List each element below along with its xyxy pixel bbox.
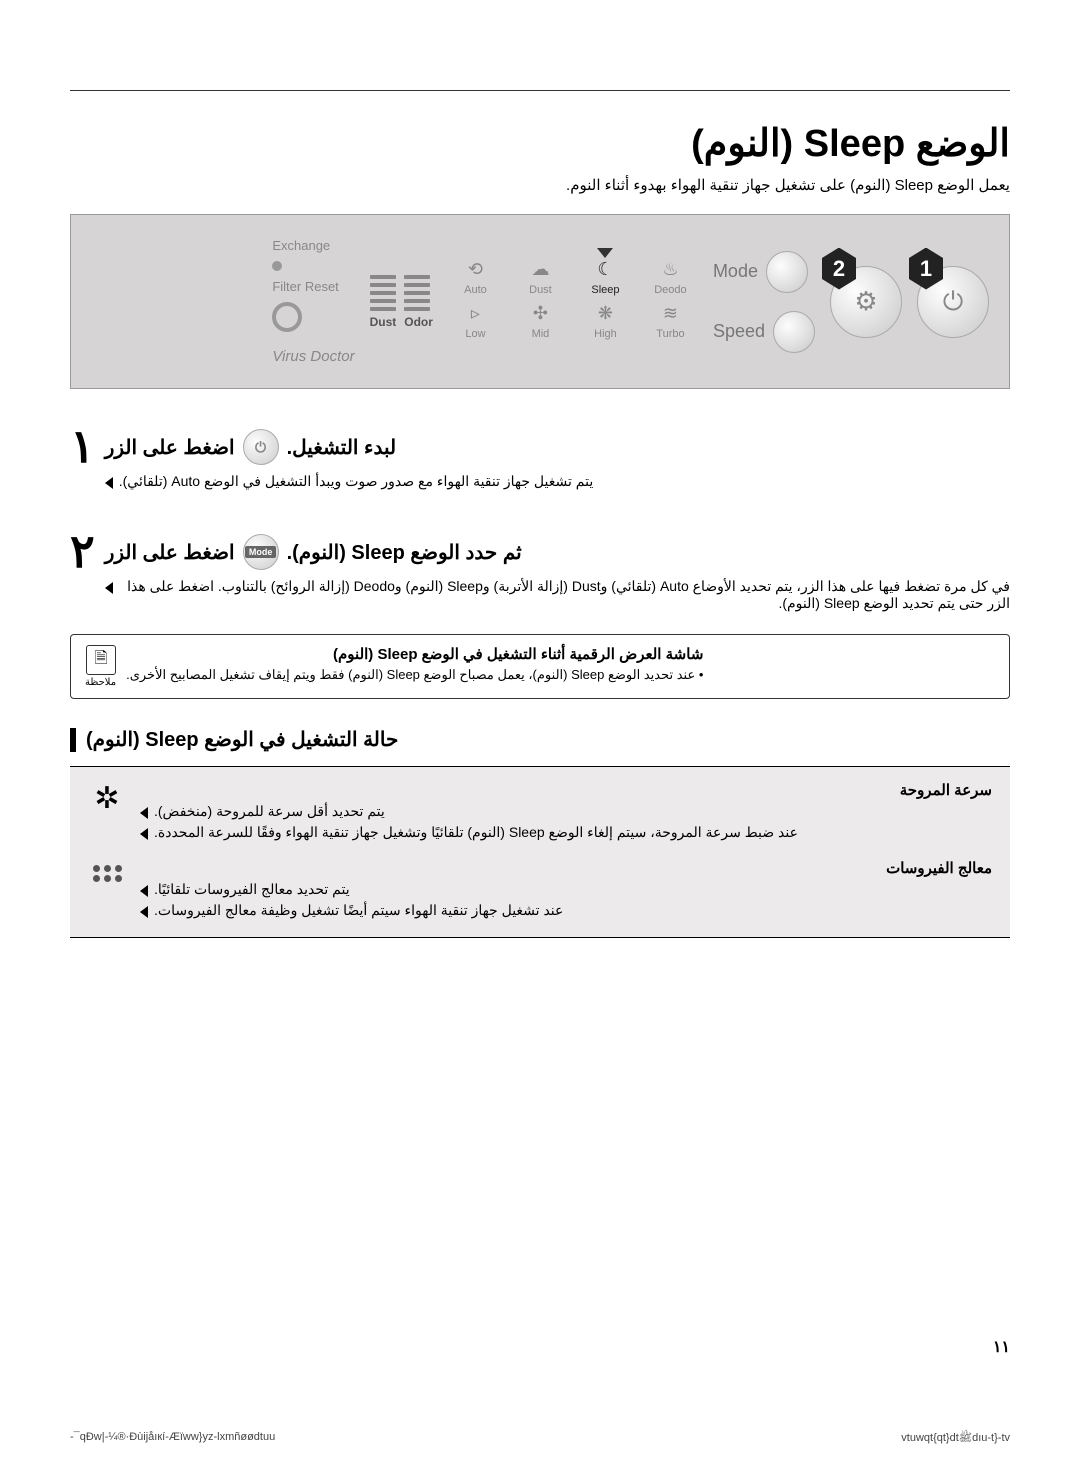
mode-button-group: 2 ⚙: [830, 266, 902, 338]
step1-number: ١: [70, 429, 95, 466]
section-header: حالة التشغيل في الوضع Sleep (النوم): [70, 727, 1010, 752]
top-rule: [70, 90, 1010, 91]
step2-line1: في كل مرة تضغط فيها على هذا الزر، يتم تح…: [105, 578, 1010, 612]
page-number: ١١: [993, 1337, 1010, 1357]
virus-doctor-label: Virus Doctor: [272, 348, 354, 365]
fan-line2: عند ضبط سرعة المروحة، سيتم إلغاء الوضع S…: [154, 824, 798, 841]
footer-left: -¯qÐw|-¼®·Ðùijåıкí-Æïww}yz-lxmñøødtuu: [70, 1431, 275, 1447]
power-button-group: 1 ⏻: [917, 266, 989, 338]
mode-button[interactable]: [766, 251, 808, 293]
step1-line1: يتم تشغيل جهاز تنقية الهواء مع صدور صوت …: [105, 473, 1010, 490]
triangle-icon: [105, 477, 113, 489]
footer: -¯qÐw|-¼®·Ðùijåıкí-Æïww}yz-lxmñøødtuu vt…: [70, 1431, 1010, 1447]
virus-line1: يتم تحديد معالج الفيروسات تلقائيًا.: [154, 881, 350, 898]
step1-header-b: لبدء التشغيل.: [287, 435, 397, 460]
speed-row: Speed: [713, 311, 815, 353]
speed-button[interactable]: [773, 311, 815, 353]
section-bar-icon: [70, 728, 76, 752]
step2-number: ٢: [70, 534, 95, 571]
power-icon: ⏻: [243, 429, 279, 465]
virus-row: معالج الفيروسات يتم تحديد معالج الفيروسا…: [88, 859, 992, 923]
icon-turbo: ≋Turbo: [643, 302, 698, 340]
page-subtitle: يعمل الوضع Sleep (النوم) على تشغيل جهاز …: [70, 176, 1010, 194]
exchange-dot-icon: [272, 261, 282, 271]
icon-sleep: ☾Sleep: [578, 258, 633, 296]
mode-speed-column: Mode Speed: [713, 251, 815, 353]
mode-row: Mode: [713, 251, 815, 293]
icons-grid: ⟲Auto ☁Dust ☾Sleep ♨Deodo ▹Low ✣Mid ❋Hig…: [448, 258, 698, 346]
note-label: ملاحظة: [85, 677, 116, 688]
footer-right: vtuwqt{qt}dtﷺdıu-t}-tv: [901, 1431, 1010, 1447]
virus-icon: [88, 859, 126, 882]
triangle-icon: [140, 906, 148, 918]
mode-mini-button: Mode: [243, 534, 279, 570]
note-box: 🗎 ملاحظة شاشة العرض الرقمية أثناء التشغي…: [70, 634, 1010, 699]
fan-icon: ✲: [88, 781, 126, 816]
filter-reset-label: Filter Reset: [272, 279, 354, 294]
arrow-down-icon: [597, 248, 613, 258]
bars-section: Dust Odor: [370, 275, 433, 329]
exchange-label: Exchange: [272, 238, 354, 253]
fan-row: ✲ سرعة المروحة يتم تحديد أقل سرعة للمروح…: [88, 781, 992, 845]
speed-label: Speed: [713, 321, 765, 342]
icon-high: ❋High: [578, 302, 633, 340]
filter-reset-ring-icon: [272, 302, 302, 332]
triangle-icon: [140, 807, 148, 819]
icon-mid: ✣Mid: [513, 302, 568, 340]
icon-deodo: ♨Deodo: [643, 258, 698, 296]
note-title: شاشة العرض الرقمية أثناء التشغيل في الوض…: [126, 645, 703, 663]
dust-bars: [370, 275, 397, 311]
icon-dust: ☁Dust: [513, 258, 568, 296]
mode-label: Mode: [713, 261, 758, 282]
triangle-icon: [140, 885, 148, 897]
step2-header: اضغط على الزر Mode ثم حدد الوضع Sleep (ا…: [105, 534, 1010, 570]
status-box: ✲ سرعة المروحة يتم تحديد أقل سرعة للمروح…: [70, 766, 1010, 938]
left-panel: Exchange Filter Reset Virus Doctor: [272, 238, 354, 365]
step-2: ٢ اضغط على الزر Mode ثم حدد الوضع Sleep …: [70, 534, 1010, 616]
triangle-icon: [140, 828, 148, 840]
step1-header: اضغط على الزر ⏻ لبدء التشغيل.: [105, 429, 1010, 465]
section-title: حالة التشغيل في الوضع Sleep (النوم): [86, 727, 398, 752]
virus-line2: عند تشغيل جهاز تنقية الهواء سيتم أيضًا ت…: [154, 902, 563, 919]
icon-low: ▹Low: [448, 302, 503, 340]
fan-line1: يتم تحديد أقل سرعة للمروحة (منخفض).: [154, 803, 385, 820]
note-text: • عند تحديد الوضع Sleep (النوم)، يعمل مص…: [126, 667, 703, 683]
step-1: ١ اضغط على الزر ⏻ لبدء التشغيل. يتم تشغي…: [70, 429, 1010, 494]
note-icon: 🗎: [86, 645, 116, 675]
control-panel: 1 ⏻ 2 ⚙ Mode Speed ⟲Auto ☁Dust ☾Sleep ♨D…: [70, 214, 1010, 389]
odor-bars: [404, 275, 433, 311]
fan-title: سرعة المروحة: [140, 781, 992, 799]
icon-auto: ⟲Auto: [448, 258, 503, 296]
step2-header-a: اضغط على الزر: [105, 540, 235, 565]
step2-header-b: ثم حدد الوضع Sleep (النوم).: [287, 540, 522, 565]
triangle-icon: [105, 582, 113, 594]
step1-header-a: اضغط على الزر: [105, 435, 235, 460]
page-title: الوضع Sleep (النوم): [70, 121, 1010, 166]
virus-title: معالج الفيروسات: [140, 859, 992, 877]
